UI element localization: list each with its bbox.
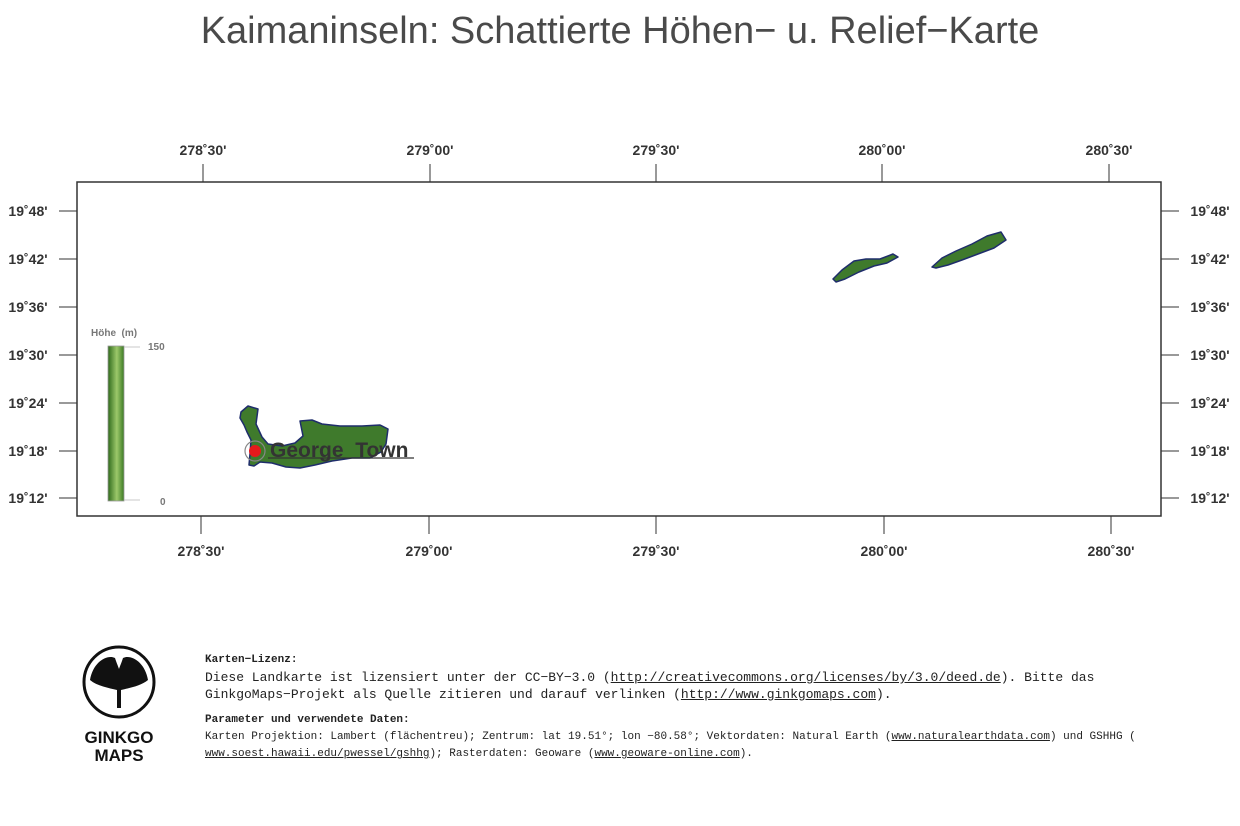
island-little-cayman [832,253,899,283]
legend-max-label: 150 [148,342,165,353]
lon-label: 279˚30' [633,543,680,559]
license-text-part: ). Bitte das [1000,670,1095,685]
ginkgo-logo[interactable]: GINKGO MAPS [80,644,158,765]
lon-label: 278˚30' [178,543,225,559]
params-text-part: ) und GSHHG ( [1049,731,1136,743]
lon-label: 280˚30' [1086,142,1133,158]
lon-label: 279˚00' [406,543,453,559]
lat-label: 19˚18' [1190,443,1229,459]
license-text: Diese Landkarte ist lizensiert unter der… [205,669,1195,703]
legend-min-label: 0 [160,497,166,508]
legend-color-bar [107,345,125,502]
lon-label: 279˚00' [407,142,454,158]
logo-text-line1: GINKGO [84,728,154,747]
license-heading: Karten−Lizenz: [205,654,298,666]
logo-text-line2: MAPS [94,746,144,765]
lon-ticks-bottom [200,516,1112,534]
lon-label: 279˚30' [633,142,680,158]
lat-label: 19˚24' [1190,395,1229,411]
lat-label: 19˚30' [8,347,47,363]
lat-label: 19˚36' [1190,299,1229,315]
naturalearth-link[interactable]: www.naturalearthdata.com [891,731,1050,743]
lat-label: 19˚48' [1190,203,1229,219]
legend-title: Höhe (m) [91,328,137,339]
license-block: Karten−Lizenz: Diese Landkarte ist lizen… [205,654,1195,763]
lon-ticks-top [202,164,1110,182]
lat-label: 19˚48' [8,203,47,219]
lat-ticks-left [59,210,77,499]
lat-ticks-right [1161,210,1179,499]
island-cayman-brac [931,231,1007,269]
lat-label: 19˚30' [1190,347,1229,363]
params-heading: Parameter und verwendete Daten: [205,714,410,726]
lon-label: 280˚00' [861,543,908,559]
ginkgo-leaf-icon [82,645,156,719]
gshhg-link[interactable]: www.soest.hawaii.edu/pwessel/gshhg [205,748,430,760]
elevation-legend: Höhe (m) 150 0 [91,328,166,508]
lat-label: 19˚42' [1190,251,1229,267]
lon-label: 280˚30' [1088,543,1135,559]
lat-label: 19˚18' [8,443,47,459]
lon-labels-top: 278˚30' 279˚00' 279˚30' 280˚00' 280˚30' [180,142,1133,158]
cc-license-link[interactable]: http://creativecommons.org/licenses/by/3… [610,670,1001,685]
lat-labels-right: 19˚48' 19˚42' 19˚36' 19˚30' 19˚24' 19˚18… [1190,203,1229,506]
geoware-link[interactable]: www.geoware-online.com [594,748,740,760]
map-canvas: 278˚30' 279˚00' 279˚30' 280˚00' 280˚30' … [8,142,1229,559]
params-text-part: Karten Projektion: Lambert (flächentreu)… [205,731,892,743]
lat-labels-left: 19˚48' 19˚42' 19˚36' 19˚30' 19˚24' 19˚18… [8,203,47,506]
city-marker [249,445,261,457]
lat-label: 19˚42' [8,251,47,267]
map-title: Kaimaninseln: Schattierte Höhen− u. Reli… [200,10,1040,52]
city-marker-ring [244,440,266,462]
city-george-town: George Town [244,439,414,462]
license-text-part: GinkgoMaps−Projekt als Quelle zitieren u… [205,687,681,702]
lat-label: 19˚36' [8,299,47,315]
params-text-part: ); Rasterdaten: Geoware ( [429,748,595,760]
lat-label: 19˚24' [8,395,47,411]
city-label: George Town [270,439,408,462]
params-text: Karten Projektion: Lambert (flächentreu)… [205,729,1195,763]
params-text-part: ). [739,748,753,760]
lat-label: 19˚12' [8,490,47,506]
lat-label: 19˚12' [1190,490,1229,506]
lon-label: 278˚30' [180,142,227,158]
license-text-part: ). [875,687,892,702]
license-text-part: Diese Landkarte ist lizensiert unter der… [205,670,611,685]
islands [239,231,1007,469]
lon-labels-bottom: 278˚30' 279˚00' 279˚30' 280˚00' 280˚30' [178,543,1135,559]
lon-label: 280˚00' [859,142,906,158]
ginkgomaps-link[interactable]: http://www.ginkgomaps.com [680,687,876,702]
